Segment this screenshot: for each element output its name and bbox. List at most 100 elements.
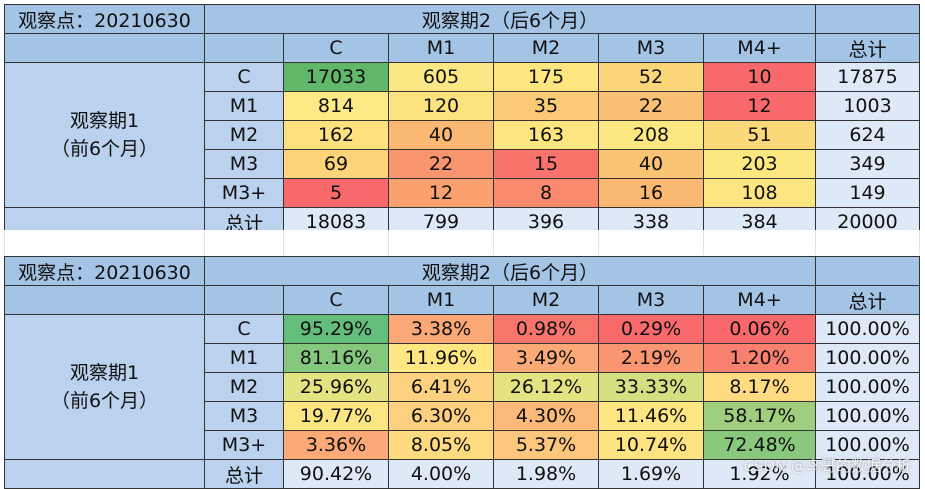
row-label: C <box>204 314 284 344</box>
matrix-cell: 2.19% <box>598 343 704 373</box>
table-row: M2 25.96% 6.41% 26.12% 33.33% 8.17% 100.00% <box>5 372 920 402</box>
matrix-cell: 108 <box>703 178 816 208</box>
grid-line <box>283 230 284 255</box>
row-label: M2 <box>204 120 284 150</box>
header-blank-cell <box>815 256 920 286</box>
observation-point-label: 观察点：20210630 <box>4 4 205 34</box>
column-header: M2 <box>493 285 599 315</box>
matrix-cell: 17033 <box>283 62 389 92</box>
matrix-cell: 35 <box>493 91 599 121</box>
matrix-cell: 72.48% <box>703 430 816 460</box>
matrix-cell: 52 <box>598 62 704 92</box>
matrix-cell: 5 <box>283 178 389 208</box>
row-total: 624 <box>815 120 920 150</box>
row-total: 349 <box>815 149 920 179</box>
matrix-cell: 69 <box>283 149 389 179</box>
period2-header: 观察期2（后6个月） <box>204 4 816 34</box>
period1-label-line: 观察期1 <box>69 110 140 132</box>
column-total: 90.42% <box>283 459 389 489</box>
grid-line <box>4 230 5 255</box>
column-header: 总计 <box>815 33 920 63</box>
matrix-cell: 12 <box>703 91 816 121</box>
matrix-cell: 40 <box>388 120 494 150</box>
column-header: C <box>283 285 389 315</box>
matrix-cell: 8 <box>493 178 599 208</box>
column-header: M2 <box>493 33 599 63</box>
column-header: M3 <box>598 33 704 63</box>
grid-line <box>598 230 599 255</box>
row-total: 100.00% <box>815 401 920 431</box>
column-header: 总计 <box>815 285 920 315</box>
matrix-cell: 8.05% <box>388 430 494 460</box>
matrix-cell: 208 <box>598 120 704 150</box>
table-row: M1 814 120 35 22 12 1003 <box>5 91 920 121</box>
matrix-cell: 162 <box>283 120 389 150</box>
table-row: M3+ 3.36% 8.05% 5.37% 10.74% 72.48% 100.00% <box>5 430 920 460</box>
row-total: 1003 <box>815 91 920 121</box>
grid-line <box>388 230 389 255</box>
period1-label-line: 观察期1 <box>69 362 140 384</box>
matrix-cell: 4.30% <box>493 401 599 431</box>
table-row: M3+ 5 12 8 16 108 149 <box>5 178 920 208</box>
watermark: CSDN @鸟哥的数据分析 <box>743 457 911 475</box>
matrix-cell: 6.41% <box>388 372 494 402</box>
row-label: M1 <box>204 343 284 373</box>
period1-label-line: （前6个月） <box>50 138 159 160</box>
column-total: 1.69% <box>598 459 704 489</box>
column-header: M4+ <box>703 285 816 315</box>
column-total: 100.00% <box>815 459 920 489</box>
matrix-cell: 120 <box>388 91 494 121</box>
matrix-cell: 10 <box>703 62 816 92</box>
matrix-cell: 605 <box>388 62 494 92</box>
matrix-cell: 19.77% <box>283 401 389 431</box>
row-total: 149 <box>815 178 920 208</box>
header-blank-cell <box>204 285 284 315</box>
matrix-cell: 1.20% <box>703 343 816 373</box>
row-label: M3+ <box>204 178 284 208</box>
column-header: M4+ <box>703 33 816 63</box>
table-row: M2 162 40 163 208 51 624 <box>5 120 920 150</box>
transition-matrix-counts: 观察点：20210630 观察期2（后6个月） C M1 M2 M3 M4+ 总计 观察期1 （前… <box>4 4 920 237</box>
period2-header: 观察期2（后6个月） <box>204 256 816 286</box>
period1-label-line: （前6个月） <box>50 390 159 412</box>
header-blank-cell <box>4 285 205 315</box>
matrix-cell: 51 <box>703 120 816 150</box>
column-header: M1 <box>388 285 494 315</box>
grid-line <box>493 230 494 255</box>
observation-point-label: 观察点：20210630 <box>4 256 205 286</box>
matrix-cell: 22 <box>388 149 494 179</box>
table-row: 观察期1 （前6个月） C 17033 605 175 52 10 17875 <box>4 62 920 208</box>
row-label: M3 <box>204 401 284 431</box>
transition-matrix-percent: 观察点：20210630 观察期2（后6个月） C M1 M2 M3 M4+ 总计 观察期1 （前… <box>4 256 920 489</box>
total-row-blank <box>4 459 205 489</box>
row-label: C <box>204 62 284 92</box>
row-label: M2 <box>204 372 284 402</box>
matrix-cell: 81.16% <box>283 343 389 373</box>
grid-line <box>919 230 920 255</box>
header-blank-cell <box>204 33 284 63</box>
total-row: 总计 90.42% 4.00% 1.98% 1.69% 1.92% 100.00% <box>4 459 920 489</box>
period1-label: 观察期1 （前6个月） <box>4 62 205 208</box>
matrix-cell: 25.96% <box>283 372 389 402</box>
header-blank-cell <box>815 4 920 34</box>
matrix-cell: 175 <box>493 62 599 92</box>
matrix-cell: 16 <box>598 178 704 208</box>
matrix-cell: 12 <box>388 178 494 208</box>
total-row-label: 总计 <box>204 459 284 489</box>
row-label: M3+ <box>204 430 284 460</box>
table-row: M1 81.16% 11.96% 3.49% 2.19% 1.20% 100.00% <box>5 343 920 373</box>
matrix-cell: 0.98% <box>493 314 599 344</box>
period1-label: 观察期1 （前6个月） <box>4 314 205 460</box>
matrix-cell: 40 <box>598 149 704 179</box>
matrix-cell: 58.17% <box>703 401 816 431</box>
matrix-cell: 203 <box>703 149 816 179</box>
matrix-cell: 3.38% <box>388 314 494 344</box>
matrix-cell: 3.49% <box>493 343 599 373</box>
matrix-cell: 11.46% <box>598 401 704 431</box>
matrix-cell: 11.96% <box>388 343 494 373</box>
row-total: 100.00% <box>815 314 920 344</box>
grid-line <box>204 230 205 255</box>
column-header: M3 <box>598 285 704 315</box>
matrix-cell: 0.29% <box>598 314 704 344</box>
row-total: 100.00% <box>815 343 920 373</box>
